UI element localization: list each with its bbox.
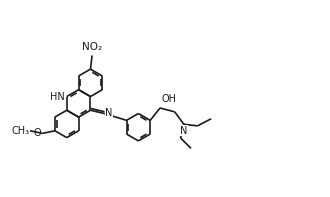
Text: O: O bbox=[34, 128, 42, 138]
Text: N: N bbox=[180, 126, 187, 136]
Text: HN: HN bbox=[50, 92, 65, 101]
Text: NO₂: NO₂ bbox=[82, 42, 102, 52]
Text: OH: OH bbox=[162, 94, 177, 104]
Text: N: N bbox=[105, 109, 113, 119]
Text: CH₃: CH₃ bbox=[11, 126, 29, 136]
